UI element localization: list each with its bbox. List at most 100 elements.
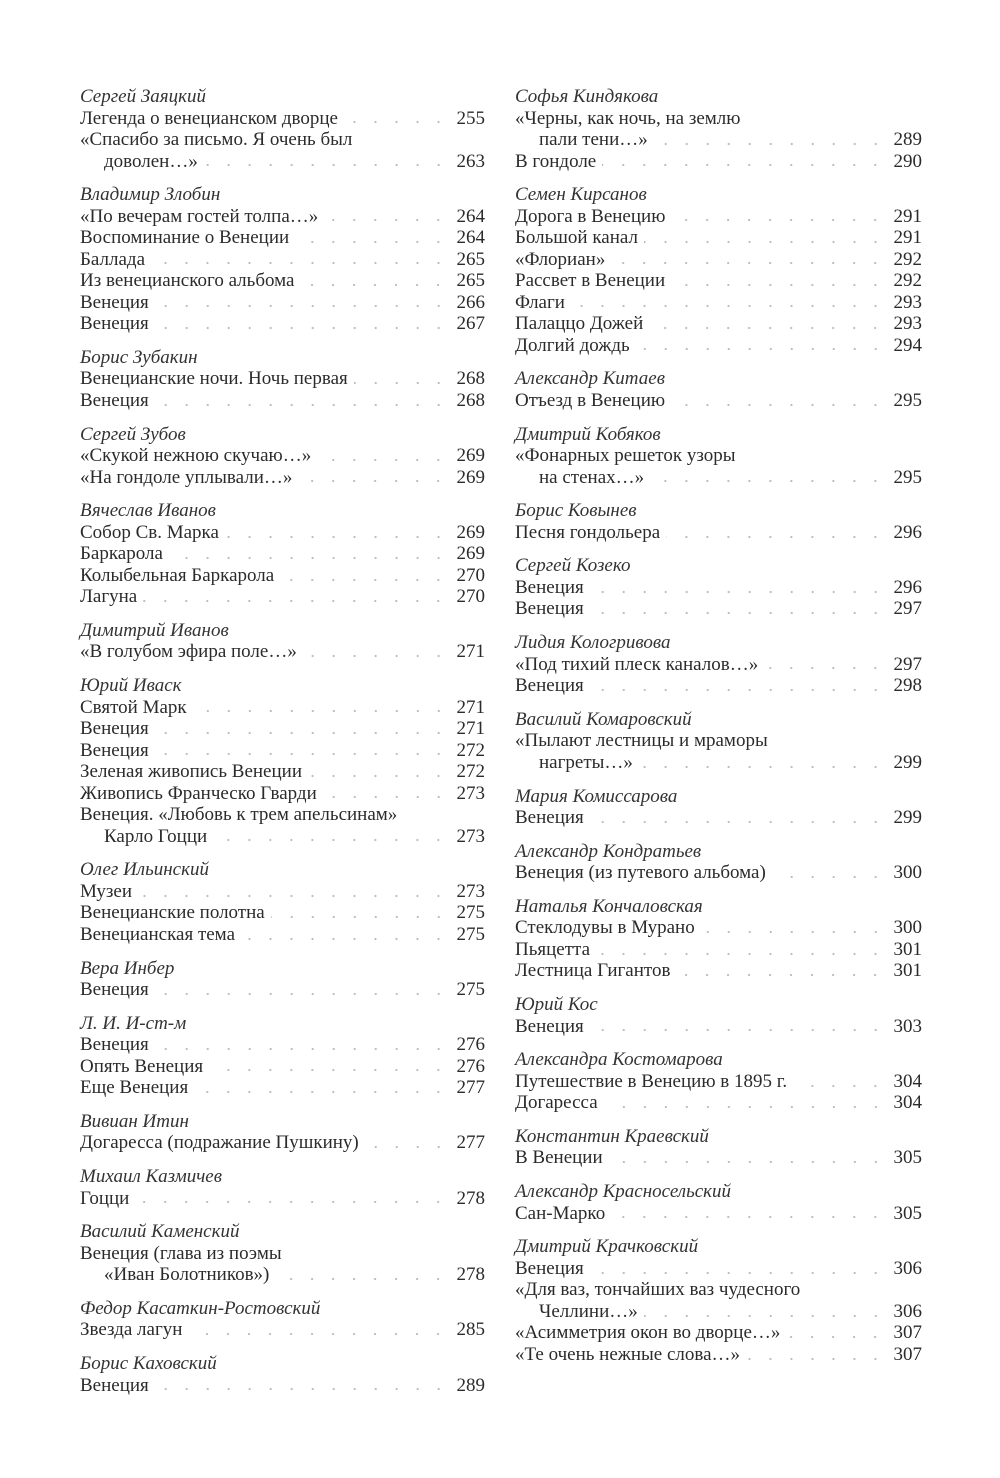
toc-entry: Флаги 293 <box>515 292 922 314</box>
toc-entry: Палаццо Дожей 293 <box>515 313 922 335</box>
page-number: 300 <box>893 862 923 884</box>
dot-leader <box>635 347 886 352</box>
entry-title: Путешествие в Венецию в 1895 г. <box>515 1070 788 1092</box>
toc-entry: Рассвет в Венеции 292 <box>515 270 922 292</box>
entry-title: Венеция <box>80 1374 149 1396</box>
entry-line: Путешествие в Венецию в 1895 г. 304 <box>515 1071 922 1093</box>
page-number: 270 <box>456 586 486 608</box>
toc-column-right: Софья Киндякова «Черны, как ночь, на земл… <box>515 86 922 1378</box>
entry-line: Легенда о венецианском дворце 255 <box>80 108 485 130</box>
author-name: Борис Зубакин <box>80 346 198 368</box>
toc-entry: Венеция 298 <box>515 675 922 697</box>
author-block: Вивиан Итин Догаресса (подражание Пушкину… <box>80 1111 485 1154</box>
entry-line: В гондоле 290 <box>515 151 922 173</box>
dot-leader <box>241 936 449 941</box>
entry-title: Венецианские ночи. Ночь первая <box>80 368 348 390</box>
author-name: Софья Киндякова <box>515 86 659 107</box>
dot-leader <box>213 838 449 843</box>
dot-leader <box>700 930 886 935</box>
dot-leader <box>611 1215 886 1220</box>
dot-leader <box>322 795 449 800</box>
page-number: 263 <box>456 150 486 172</box>
dot-leader <box>295 239 449 244</box>
dot-leader <box>793 1083 886 1088</box>
entry-title: Дорога в Венецию <box>515 205 666 227</box>
page-number: 269 <box>456 445 486 467</box>
entry-line: «Черны, как ночь, на землю <box>515 108 922 130</box>
toc-entry: Догаресса (подражание Пушкину) 277 <box>80 1132 485 1154</box>
author-block: Вячеслав Иванов Собор Св. Марка 269 Баркаро… <box>80 500 485 608</box>
toc-entry: «В голубом эфира поле…» 271 <box>80 641 485 663</box>
author-block: Борис Каховский Венеция 289 <box>80 1353 485 1396</box>
toc-entry: Венеция 296 <box>515 577 922 599</box>
toc-entry: Гоцци 278 <box>80 1188 485 1210</box>
entry-line: Баркарола 269 <box>80 543 485 565</box>
author-name: Александр Красносельский <box>515 1181 732 1203</box>
entry-title: Венеция <box>515 598 584 620</box>
entry-line: Палаццо Дожей 293 <box>515 313 922 335</box>
dot-leader <box>138 893 449 898</box>
toc-entry: «Те очень нежные слова…» 307 <box>515 1344 922 1366</box>
toc-entry: Звезда лагун 285 <box>80 1319 485 1341</box>
page-number: 303 <box>893 1015 923 1037</box>
entry-line: Опять Венеция 276 <box>80 1056 485 1078</box>
entry-line: Венеция. «Любовь к трем апельсинам» <box>80 804 485 826</box>
dot-leader <box>589 611 886 616</box>
entry-title: Догаресса <box>515 1092 598 1114</box>
dot-leader <box>154 1046 449 1051</box>
entry-line: Челлини…» 306 <box>515 1301 922 1323</box>
entry-title: Венеция <box>80 718 149 740</box>
dot-leader <box>194 1089 449 1094</box>
entry-title: Гоцци <box>80 1187 130 1209</box>
author-block: Лидия Кологривова «Под тихий плеск канало… <box>515 632 922 697</box>
entry-title: Венеция <box>515 675 584 697</box>
entry-line: Песня гондольера 296 <box>515 522 922 544</box>
page-number: 264 <box>456 205 486 227</box>
author-name: Дмитрий Кобяков <box>515 423 661 445</box>
entry-title: «По вечерам гостей толпа…» <box>80 205 319 227</box>
dot-leader <box>653 141 886 146</box>
toc-entry: «Пылают лестницы и мраморы нагреты…» 299 <box>515 730 922 773</box>
author-block: Наталья Кончаловская Стеклодувы в Мурано 3… <box>515 896 922 982</box>
entry-title: «Черны, как ночь, на землю <box>515 107 741 129</box>
author-block: Василий Каменский Венеция (глава из поэмы… <box>80 1221 485 1286</box>
toc-entry: Песня гондольера 296 <box>515 522 922 544</box>
dot-leader <box>603 1105 886 1109</box>
toc-entry: Зеленая живопись Венеции 272 <box>80 761 485 783</box>
author-block: Димитрий Иванов «В голубом эфира поле…» 27… <box>80 620 485 663</box>
author-name: Юрий Кос <box>515 994 598 1016</box>
entry-title: Долгий дождь <box>515 334 630 356</box>
page-number: 299 <box>893 807 923 828</box>
dot-leader <box>764 666 886 671</box>
entry-title: «Спасибо за письмо. Я очень был <box>80 129 353 150</box>
toc-entry: Сан-Марко 305 <box>515 1203 922 1225</box>
dot-leader <box>671 402 886 407</box>
entry-title: Опять Венеция <box>80 1055 204 1077</box>
toc-entry: Венеция 272 <box>80 740 485 762</box>
entry-title: Венеция <box>515 1015 584 1037</box>
dot-leader <box>308 773 449 778</box>
entry-line: «В голубом эфира поле…» 271 <box>80 641 485 663</box>
page-number: 307 <box>893 1343 923 1365</box>
entry-title: Святой Марк <box>80 696 187 718</box>
entry-line: Собор Св. Марка 269 <box>80 522 485 544</box>
author-block: Борис Зубакин Венецианские ночи. Ночь пер… <box>80 347 485 412</box>
entry-line: Долгий дождь 294 <box>515 335 922 357</box>
toc-entry: В гондоле 290 <box>515 151 922 173</box>
toc-entry: Венеция 268 <box>80 390 485 412</box>
entry-line: «Скукой нежною скучаю…» 269 <box>80 445 485 467</box>
author-name: Александр Китаев <box>515 368 665 390</box>
toc-entry: Венеция 271 <box>80 718 485 740</box>
author-name: Сергей Зубов <box>80 423 186 445</box>
author-block: Софья Киндякова «Черны, как ночь, на земл… <box>515 86 922 172</box>
page-number: 292 <box>893 270 923 292</box>
toc-entry: «Спасибо за письмо. Я очень был доволен…»… <box>80 129 485 172</box>
toc-entry: Венецианские ночи. Ночь первая 268 <box>80 368 485 390</box>
toc-entry: «Флориан» 292 <box>515 249 922 271</box>
entry-line: Лестница Гигантов 301 <box>515 960 922 982</box>
dot-leader <box>154 752 449 757</box>
dot-leader <box>151 261 449 266</box>
entry-title: Карло Гоцци <box>104 825 208 847</box>
author-name: Федор Касаткин-Ростовский <box>80 1297 321 1319</box>
page-number: 294 <box>893 334 923 356</box>
